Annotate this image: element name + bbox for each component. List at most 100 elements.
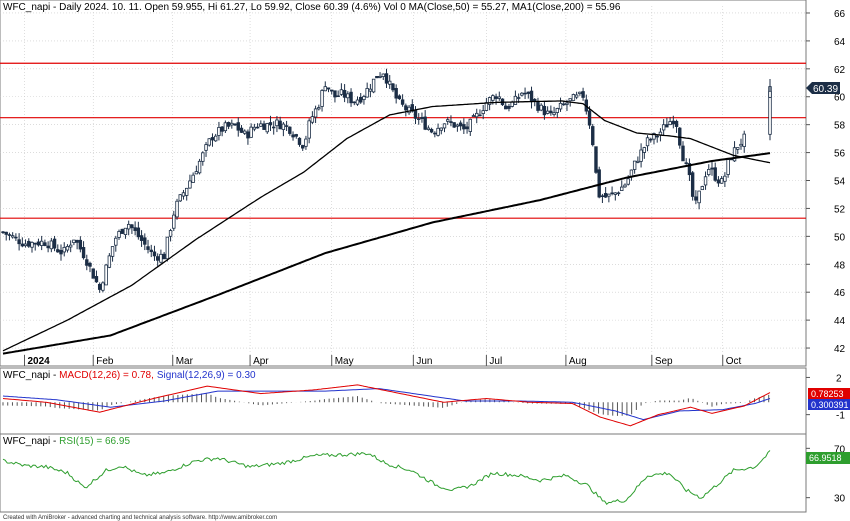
candle-body xyxy=(146,246,150,250)
candle-body xyxy=(342,89,347,98)
candle-body xyxy=(536,101,540,111)
candle-body xyxy=(72,239,76,243)
macd-header-macd: MACD(12,26) = 0.78, xyxy=(59,370,154,381)
candle-body xyxy=(39,240,44,246)
price-y-tick-label: 60 xyxy=(834,93,846,104)
candle-body xyxy=(726,159,730,175)
candle-body xyxy=(213,135,218,142)
candle-body xyxy=(478,114,482,117)
price-y-tick-label: 56 xyxy=(834,149,846,160)
price-y-tick-label: 42 xyxy=(834,344,846,355)
candle-body xyxy=(330,89,334,92)
candle-body xyxy=(49,240,54,250)
candle-body xyxy=(207,138,211,146)
candle-body xyxy=(172,214,176,229)
rsi-line xyxy=(2,450,771,505)
candle-body xyxy=(20,243,25,247)
candle-body xyxy=(719,178,724,184)
candle-body xyxy=(723,175,727,182)
candle-body xyxy=(217,127,221,136)
candle-body xyxy=(520,92,524,96)
candle-body xyxy=(184,187,189,196)
candle-body xyxy=(371,78,376,93)
candle-body xyxy=(33,242,37,245)
signal-line xyxy=(2,388,771,421)
candle-body xyxy=(626,178,630,185)
candle-body xyxy=(413,109,418,119)
candle-body xyxy=(349,91,353,104)
candle-body xyxy=(487,97,492,105)
candle-body xyxy=(594,146,598,173)
candle-body xyxy=(68,244,73,248)
candle-body xyxy=(220,126,224,132)
price-y-tick-label: 48 xyxy=(834,260,846,271)
candle-body xyxy=(304,138,308,147)
candle-body xyxy=(368,88,373,92)
candle-body xyxy=(381,73,385,77)
candle-body xyxy=(152,251,157,257)
price-x-tick-label: Apr xyxy=(253,356,269,367)
candle-body xyxy=(420,116,424,119)
candle-body xyxy=(272,126,276,129)
candle-body xyxy=(7,234,12,236)
candle-body xyxy=(629,169,634,177)
candle-body xyxy=(665,124,669,128)
price-badge-text: 60.39 xyxy=(813,84,838,95)
candle-body xyxy=(120,228,124,234)
price-panel xyxy=(0,0,807,367)
candle-body xyxy=(346,93,350,99)
price-y-tick-label: 50 xyxy=(834,232,846,243)
candle-body xyxy=(336,95,340,98)
candle-body xyxy=(233,123,237,126)
candle-body xyxy=(165,236,170,260)
candle-body xyxy=(123,227,128,235)
candle-body xyxy=(768,90,772,98)
candle-body xyxy=(23,243,28,247)
candle-body xyxy=(471,115,476,117)
candle-body xyxy=(446,119,450,122)
candle-body xyxy=(155,256,160,261)
candle-body xyxy=(568,98,572,102)
candle-body xyxy=(497,96,501,99)
candle-body xyxy=(259,123,263,127)
candle-body xyxy=(268,122,273,126)
candle-body xyxy=(326,87,331,90)
macd-header: WFC_napi - MACD(12,26) = 0.78, Signal(12,… xyxy=(3,370,256,381)
candle-body xyxy=(681,145,685,162)
candle-body xyxy=(607,193,611,197)
candle-body xyxy=(130,224,134,229)
candle-body xyxy=(17,239,21,245)
candle-body xyxy=(94,276,99,283)
candle-body xyxy=(139,235,144,241)
candle-body xyxy=(504,105,508,110)
candle-body xyxy=(529,90,534,103)
candle-body xyxy=(739,143,743,147)
candle-body xyxy=(1,231,5,234)
candle-body xyxy=(226,122,231,127)
macd-header-signal: Signal(12,26,9) = 0.30 xyxy=(157,370,256,381)
candle-body xyxy=(510,101,514,107)
candle-body xyxy=(581,91,585,98)
candle-body xyxy=(417,118,421,120)
candle-body xyxy=(384,73,389,84)
candle-body xyxy=(620,186,624,191)
candle-body xyxy=(249,126,253,138)
candle-body xyxy=(178,194,182,202)
candle-body xyxy=(352,101,356,104)
candle-body xyxy=(133,227,137,231)
candle-body xyxy=(549,110,553,114)
candle-body xyxy=(542,105,547,116)
price-x-tick-label: Jun xyxy=(416,356,432,367)
candle-body xyxy=(742,133,746,147)
candle-body xyxy=(30,241,34,248)
candle-body xyxy=(52,238,57,249)
candle-body xyxy=(455,124,460,127)
candle-body xyxy=(136,227,141,238)
candle-body xyxy=(168,230,173,237)
candle-body xyxy=(323,86,327,92)
candle-body xyxy=(671,120,676,125)
rsi-header-prefix: WFC_napi - xyxy=(3,436,59,447)
candle-body xyxy=(230,122,234,126)
candle-body xyxy=(310,116,315,123)
candle-body xyxy=(442,123,447,129)
